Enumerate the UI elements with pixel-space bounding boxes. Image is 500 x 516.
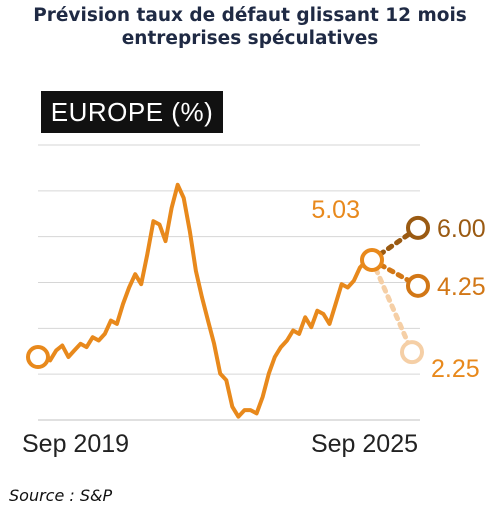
forecast-high-label: 6.00 <box>437 215 486 243</box>
chart-title: Prévision taux de défaut glissant 12 moi… <box>0 4 500 50</box>
last-actual-marker <box>360 247 384 272</box>
forecast-low-label: 2.25 <box>431 355 480 383</box>
forecast-low-dashed-line <box>369 257 415 355</box>
start-marker <box>26 345 50 370</box>
title-line-1: Prévision taux de défaut glissant 12 moi… <box>33 5 467 26</box>
last-actual-label: 5.03 <box>311 196 360 224</box>
forecast-base-label: 4.25 <box>437 273 486 301</box>
gridlines <box>38 144 420 421</box>
forecast-low-marker <box>400 340 424 365</box>
forecast-base-marker <box>406 273 430 298</box>
x-tick-label-end: Sep 2025 <box>311 430 418 458</box>
forecast-high-marker <box>406 215 430 240</box>
series-line <box>36 182 374 419</box>
x-tick-label-start: Sep 2019 <box>22 430 129 458</box>
source-note: Source : S&P <box>9 486 113 505</box>
title-line-2: entreprises spéculatives <box>121 28 379 49</box>
region-badge: EUROPE (%) <box>41 91 223 133</box>
